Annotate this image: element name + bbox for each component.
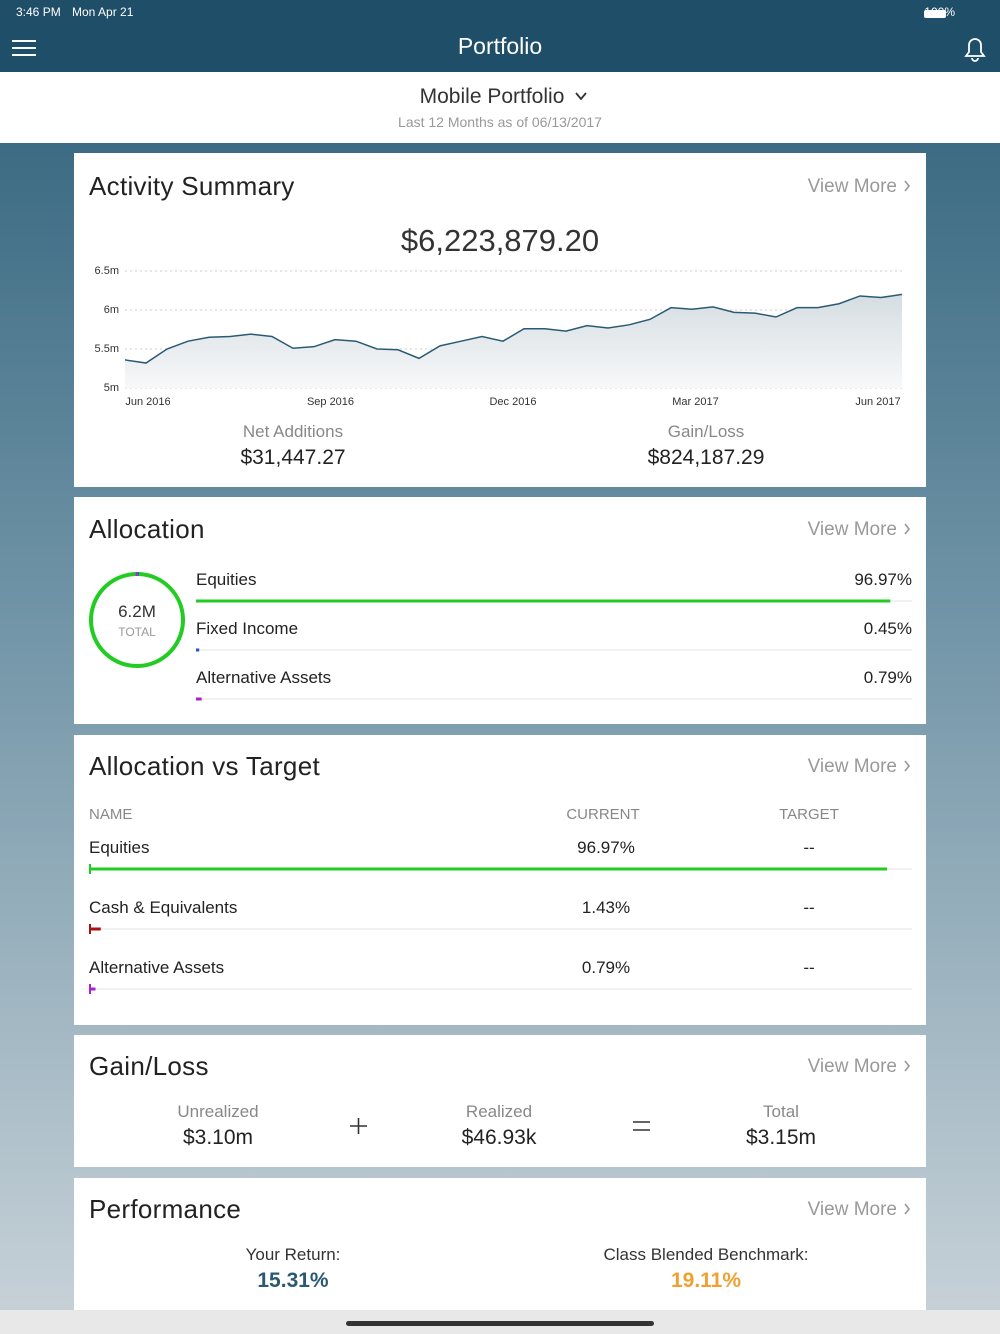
row-current: 96.97% bbox=[577, 838, 635, 857]
card-title: Activity Summary bbox=[89, 171, 295, 201]
menu-icon[interactable] bbox=[12, 40, 36, 56]
y-tick-label: 5.5m bbox=[95, 343, 119, 355]
x-tick-label: Dec 2016 bbox=[489, 396, 536, 408]
row-value: 0.45% bbox=[863, 619, 912, 638]
stat-label: Net Additions bbox=[242, 422, 344, 441]
card-title: Allocation vs Target bbox=[89, 751, 320, 781]
y-tick-label: 5m bbox=[104, 382, 119, 394]
stat-value: $3.10m bbox=[182, 1126, 254, 1149]
portfolio-period: Last 12 Months as of 06/13/2017 bbox=[398, 114, 602, 130]
equals-icon bbox=[633, 1121, 650, 1131]
donut-segment bbox=[89, 572, 185, 668]
stat-label: Total bbox=[763, 1102, 799, 1121]
x-tick-label: Mar 2017 bbox=[672, 396, 718, 408]
card-title: Gain/Loss bbox=[89, 1051, 209, 1081]
allocation-bar bbox=[196, 697, 202, 701]
card-title: Allocation bbox=[89, 514, 205, 544]
portfolio-header bbox=[0, 72, 1000, 143]
row-value: 96.97% bbox=[854, 570, 912, 589]
view-more[interactable]: View More bbox=[807, 756, 897, 777]
allocation-bar bbox=[196, 599, 891, 603]
line-area bbox=[125, 294, 902, 388]
donut-label: TOTAL bbox=[118, 625, 156, 639]
row-current: 1.43% bbox=[581, 898, 631, 917]
chevrons bbox=[904, 180, 911, 1215]
row-current: 0.79% bbox=[581, 958, 631, 977]
current-bar bbox=[89, 927, 101, 931]
allocation-card bbox=[74, 497, 926, 724]
dropdown-chevron[interactable] bbox=[575, 92, 587, 101]
allocation-bar bbox=[196, 648, 200, 652]
donut-total: 6.2M bbox=[118, 602, 156, 621]
y-tick-label: 6.5m bbox=[95, 265, 119, 277]
allocation-target-card bbox=[74, 735, 926, 1025]
line bbox=[124, 293, 903, 364]
battery-icon bbox=[924, 10, 946, 18]
row-target: -- bbox=[803, 958, 815, 977]
total-value: $6,223,879.20 bbox=[400, 223, 600, 258]
x-tick-label: Sep 2016 bbox=[307, 396, 354, 408]
benchmark-value: 19.11% bbox=[670, 1269, 742, 1292]
row-name: Alternative Assets bbox=[89, 958, 225, 977]
plus-icon bbox=[350, 1118, 367, 1134]
nav-bar bbox=[0, 0, 1000, 72]
view-more[interactable]: View More bbox=[807, 1056, 897, 1077]
row-name: Alternative Assets bbox=[196, 668, 332, 687]
column-header: TARGET bbox=[779, 806, 839, 823]
card-title: Performance bbox=[89, 1194, 242, 1224]
current-bar bbox=[89, 987, 96, 991]
stat-label: Realized bbox=[465, 1102, 533, 1121]
stat-label: Class Blended Benchmark: bbox=[603, 1245, 809, 1264]
x-tick-label: Jun 2017 bbox=[855, 396, 900, 408]
status-time: 3:46 PM bbox=[16, 5, 61, 19]
stat-value: $46.93k bbox=[461, 1126, 537, 1149]
x-tick-label: Jun 2016 bbox=[125, 396, 170, 408]
bell-icon[interactable] bbox=[964, 38, 986, 62]
view-more[interactable]: View More bbox=[807, 519, 897, 540]
stat-value: $3.15m bbox=[745, 1126, 817, 1149]
status-date: Mon Apr 21 bbox=[72, 5, 134, 19]
return-value: 15.31% bbox=[257, 1269, 329, 1292]
row-name: Equities bbox=[89, 838, 150, 857]
y-tick-label: 6m bbox=[104, 304, 119, 316]
stat-label: Gain/Loss bbox=[667, 422, 745, 441]
stat-label: Your Return: bbox=[245, 1245, 341, 1264]
portfolio-name[interactable]: Mobile Portfolio bbox=[419, 85, 565, 108]
current-bar bbox=[89, 867, 888, 871]
nav-title: Portfolio bbox=[457, 33, 543, 59]
row-name: Cash & Equivalents bbox=[89, 898, 238, 917]
view-more[interactable]: View More bbox=[807, 176, 897, 197]
home-indicator bbox=[346, 1321, 654, 1326]
stat-label: Unrealized bbox=[177, 1102, 259, 1121]
row-target: -- bbox=[803, 838, 815, 857]
row-name: Equities bbox=[196, 570, 257, 589]
row-target: -- bbox=[803, 898, 815, 917]
row-name: Fixed Income bbox=[196, 619, 299, 638]
column-header: CURRENT bbox=[566, 806, 640, 823]
stat-value: $31,447.27 bbox=[240, 446, 346, 469]
gain-loss-card bbox=[74, 1035, 926, 1167]
view-more[interactable]: View More bbox=[807, 1199, 897, 1220]
row-value: 0.79% bbox=[863, 668, 912, 687]
column-header: NAME bbox=[89, 806, 133, 823]
performance-card bbox=[74, 1178, 926, 1310]
stat-value: $824,187.29 bbox=[647, 446, 765, 469]
